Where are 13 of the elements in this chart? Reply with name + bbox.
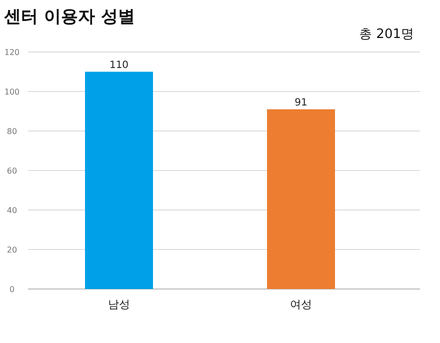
y-tick-label: 100 (4, 88, 20, 96)
y-tick-label: 40 (6, 206, 18, 215)
y-tick-label: 0 (9, 285, 15, 294)
data-label: 91 (294, 97, 308, 108)
y-tick-label: 120 (4, 48, 20, 57)
x-tick-label: 남성 (108, 298, 130, 311)
y-tick-label: 80 (6, 127, 18, 136)
y-tick-label: 20 (6, 246, 18, 254)
text: 총 201명 (359, 27, 414, 42)
data-label: 110 (109, 60, 129, 71)
chart-title: 센터 이용자 성별 (4, 7, 135, 27)
x-tick-label: 여성 (290, 298, 312, 311)
y-tick-label: 60 (6, 166, 18, 176)
